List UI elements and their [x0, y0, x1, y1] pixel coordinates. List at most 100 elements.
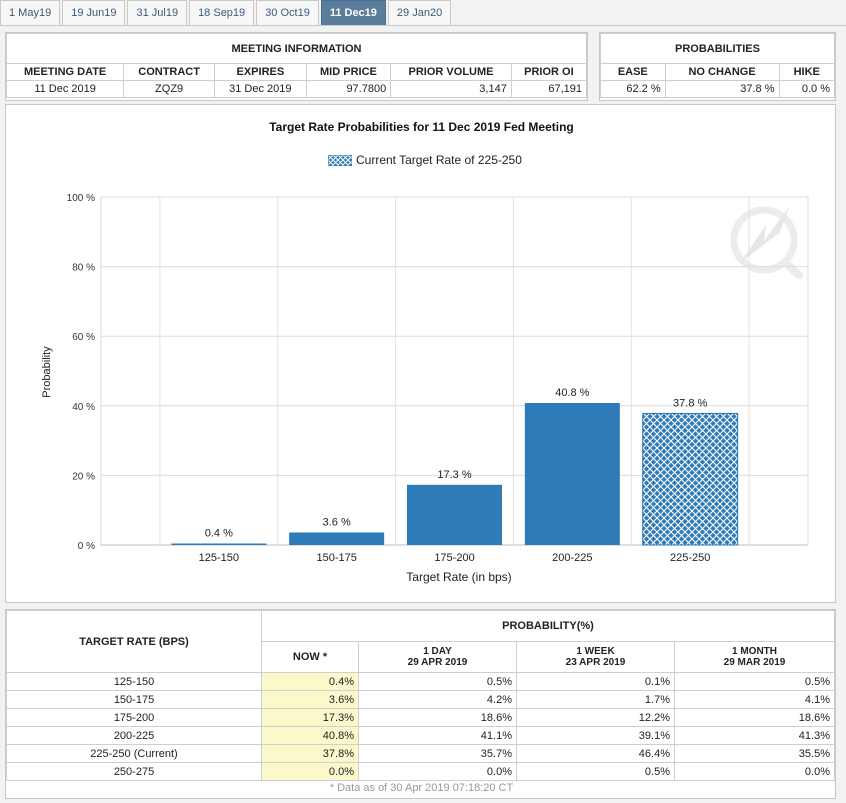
- bar-125-150[interactable]: [171, 543, 267, 546]
- col-prior-volume: PRIOR VOLUME: [390, 63, 512, 81]
- now-cell: 0.0%: [261, 762, 359, 781]
- one-day-cell: 35.7%: [358, 744, 517, 763]
- now-cell: 17.3%: [261, 708, 359, 727]
- col-mid-price: MID PRICE: [305, 63, 392, 81]
- one-month-cell: 4.1%: [674, 690, 835, 709]
- one-week-cell: 39.1%: [516, 726, 675, 745]
- meeting-tabs: 1 May19 19 Jun19 31 Jul19 18 Sep19 30 Oct19 1…: [0, 0, 846, 26]
- rate-cell: 200-225: [6, 726, 262, 745]
- bar-value-label: 37.8 %: [673, 397, 707, 409]
- col-meeting-date: MEETING DATE: [5, 63, 125, 81]
- probabilities-panel: PROBABILITIES EASE NO CHANGE HIKE 62.2 %…: [599, 32, 836, 101]
- y-tick-label: 80 %: [72, 263, 95, 274]
- col-1-week: 1 WEEK 23 APR 2019: [516, 641, 675, 673]
- legend-swatch-hatched: [328, 154, 352, 166]
- no-change-value: 37.8 %: [664, 80, 780, 98]
- table-row: 125-150 0.4% 0.5% 0.1% 0.5%: [6, 672, 835, 691]
- chart-title: Target Rate Probabilities for 11 Dec 201…: [269, 120, 574, 134]
- meeting-information-panel: MEETING INFORMATION MEETING DATE CONTRAC…: [5, 32, 588, 101]
- col-1-week-date: 23 APR 2019: [565, 657, 626, 668]
- rate-cell: 125-150: [6, 672, 262, 691]
- col-now: NOW *: [261, 641, 359, 673]
- probability-header: PROBABILITY(%): [261, 610, 835, 642]
- prior-volume-value: 3,147: [390, 80, 512, 98]
- col-no-change: NO CHANGE: [664, 63, 780, 81]
- table-row: 175-200 17.3% 18.6% 12.2% 18.6%: [6, 708, 835, 727]
- table-row: 150-175 3.6% 4.2% 1.7% 4.1%: [6, 690, 835, 709]
- col-1-day: 1 DAY 29 APR 2019: [358, 641, 517, 673]
- bar-value-label: 0.4 %: [205, 528, 233, 540]
- col-1-month-label: 1 MONTH: [732, 646, 777, 657]
- tab-19-jun19[interactable]: 19 Jun19: [62, 0, 126, 26]
- y-tick-label: 40 %: [72, 402, 95, 413]
- meeting-information-table: MEETING INFORMATION MEETING DATE CONTRAC…: [5, 33, 588, 98]
- col-1-day-date: 29 APR 2019: [407, 657, 468, 668]
- one-week-cell: 46.4%: [516, 744, 675, 763]
- chart-plot-area: 0 % 20 % 40 % 60 % 80 % 100 % 0.4 % 125-150 3.6 …: [41, 193, 809, 584]
- col-now-label: NOW *: [292, 651, 328, 663]
- one-month-cell: 0.5%: [674, 672, 835, 691]
- col-expires: EXPIRES: [214, 63, 307, 81]
- one-day-cell: 0.0%: [358, 762, 517, 781]
- bar-value-label: 40.8 %: [555, 387, 589, 399]
- tab-31-jul19[interactable]: 31 Jul19: [127, 0, 188, 26]
- tab-30-oct19[interactable]: 30 Oct19: [256, 0, 319, 26]
- one-day-cell: 0.5%: [358, 672, 517, 691]
- y-tick-label: 100 %: [67, 193, 95, 204]
- table-row: 225-250 (Current) 37.8% 35.7% 46.4% 35.5%: [6, 744, 835, 763]
- table-row: 250-275 0.0% 0.0% 0.5% 0.0%: [6, 762, 835, 781]
- watermark-logo-icon: [730, 205, 803, 279]
- meeting-information-title: MEETING INFORMATION: [6, 33, 587, 64]
- target-rate-header: TARGET RATE (BPS): [6, 610, 262, 673]
- y-axis-label: Probability: [41, 346, 53, 398]
- one-month-cell: 35.5%: [674, 744, 835, 763]
- bar-value-label: 17.3 %: [437, 469, 471, 481]
- probability-history-panel: TARGET RATE (BPS) PROBABILITY(%) NOW * 1…: [5, 609, 836, 799]
- rate-cell: 250-275: [6, 762, 262, 781]
- col-prior-oi: PRIOR OI: [510, 63, 588, 81]
- tab-divider: [0, 25, 846, 26]
- bar-150-175[interactable]: [289, 532, 385, 545]
- table-row: 200-225 40.8% 41.1% 39.1% 41.3%: [6, 726, 835, 745]
- tab-1-may19[interactable]: 1 May19: [0, 0, 61, 26]
- rate-cell: 175-200: [6, 708, 262, 727]
- now-cell: 3.6%: [261, 690, 359, 709]
- now-cell: 37.8%: [261, 744, 359, 763]
- one-day-cell: 18.6%: [358, 708, 517, 727]
- tab-18-sep19[interactable]: 18 Sep19: [189, 0, 255, 26]
- probability-history-table: TARGET RATE (BPS) PROBABILITY(%) NOW * 1…: [6, 610, 835, 781]
- one-month-cell: 41.3%: [674, 726, 835, 745]
- col-1-month-date: 29 MAR 2019: [723, 657, 786, 668]
- probabilities-table: PROBABILITIES EASE NO CHANGE HIKE 62.2 %…: [600, 33, 835, 98]
- data-timestamp-footer: * Data as of 30 Apr 2019 07:18:20 CT: [329, 782, 514, 794]
- tab-11-dec19[interactable]: 11 Dec19: [320, 0, 386, 26]
- target-rate-chart: Target Rate Probabilities for 11 Dec 201…: [5, 104, 836, 603]
- x-tick-label: 175-200: [434, 552, 474, 564]
- tab-29-jan20[interactable]: 29 Jan20: [387, 0, 452, 26]
- y-tick-label: 0 %: [78, 541, 95, 552]
- rate-cell: 150-175: [6, 690, 262, 709]
- col-1-week-label: 1 WEEK: [576, 646, 615, 657]
- now-cell: 40.8%: [261, 726, 359, 745]
- mid-price-value: 97.7800: [305, 80, 392, 98]
- one-week-cell: 0.5%: [516, 762, 675, 781]
- hike-value: 0.0 %: [778, 80, 835, 98]
- meeting-date-value: 11 Dec 2019: [5, 80, 125, 98]
- x-tick-label: 125-150: [199, 552, 239, 564]
- one-week-cell: 12.2%: [516, 708, 675, 727]
- one-month-cell: 0.0%: [674, 762, 835, 781]
- bar-200-225[interactable]: [524, 403, 620, 545]
- bar-175-200[interactable]: [407, 484, 502, 545]
- col-1-day-label: 1 DAY: [423, 646, 452, 657]
- col-1-month: 1 MONTH 29 MAR 2019: [674, 641, 835, 673]
- contract-value: ZQZ9: [123, 80, 216, 98]
- y-tick-label: 20 %: [72, 471, 95, 482]
- legend-label: Current Target Rate of 225-250: [356, 153, 522, 167]
- bar-value-label: 3.6 %: [323, 516, 351, 528]
- bar-225-250[interactable]: [642, 412, 739, 546]
- x-tick-label: 225-250: [670, 552, 710, 564]
- one-day-cell: 41.1%: [358, 726, 517, 745]
- one-day-cell: 4.2%: [358, 690, 517, 709]
- expires-value: 31 Dec 2019: [214, 80, 307, 98]
- chart-legend[interactable]: Current Target Rate of 225-250: [328, 153, 522, 167]
